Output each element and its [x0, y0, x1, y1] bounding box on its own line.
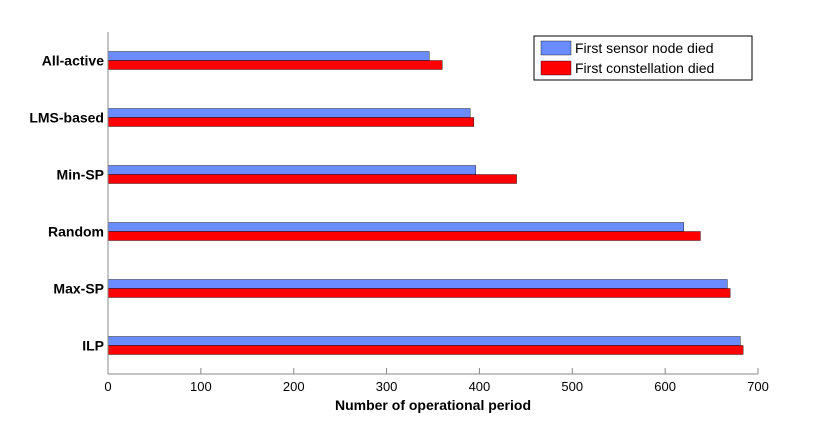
bar-lms-based-series-2 [107, 117, 475, 127]
bar-ilp-series-1 [107, 336, 741, 346]
legend: First sensor node died First constellatio… [533, 35, 753, 81]
x-tick-label: 500 [561, 379, 583, 394]
x-tick-label: 400 [469, 379, 491, 394]
legend-swatch [540, 40, 572, 56]
legend-swatch [540, 60, 572, 76]
bar-max-sp-series-2 [107, 288, 731, 298]
bar-all-active-series-2 [107, 60, 443, 70]
x-tick-label: 100 [190, 379, 212, 394]
x-tick-label: 700 [747, 379, 769, 394]
bar-min-sp-series-1 [107, 165, 476, 175]
bar-min-sp-series-2 [107, 174, 517, 184]
axes-group [107, 32, 758, 375]
x-tick-label: 0 [104, 379, 111, 394]
x-tick-label: 300 [376, 379, 398, 394]
x-ticks-group: 0 100 200 300 400 500 600 700 [104, 368, 769, 394]
bar-random-series-2 [107, 231, 701, 241]
category-labels-group: All-active LMS-based Min-SP Random Max-SP ILP [29, 53, 104, 354]
bar-ilp-series-2 [107, 345, 744, 355]
bars-group [107, 51, 744, 355]
x-tick-label: 200 [283, 379, 305, 394]
plot-background [108, 32, 758, 374]
bar-all-active-series-1 [107, 51, 430, 61]
bar-lms-based-series-1 [107, 108, 471, 118]
category-label: Max-SP [53, 281, 104, 297]
x-axis-title: Number of operational period [335, 397, 531, 413]
category-label: All-active [42, 53, 104, 69]
category-label: Min-SP [57, 167, 104, 183]
legend-entry-label: First constellation died [575, 60, 714, 76]
category-label: Random [48, 224, 104, 240]
x-tick-label: 600 [654, 379, 676, 394]
bar-random-series-1 [107, 222, 684, 232]
category-label: ILP [82, 338, 104, 354]
bar-max-sp-series-1 [107, 279, 728, 289]
category-label: LMS-based [29, 110, 104, 126]
legend-entry-label: First sensor node died [575, 40, 714, 56]
